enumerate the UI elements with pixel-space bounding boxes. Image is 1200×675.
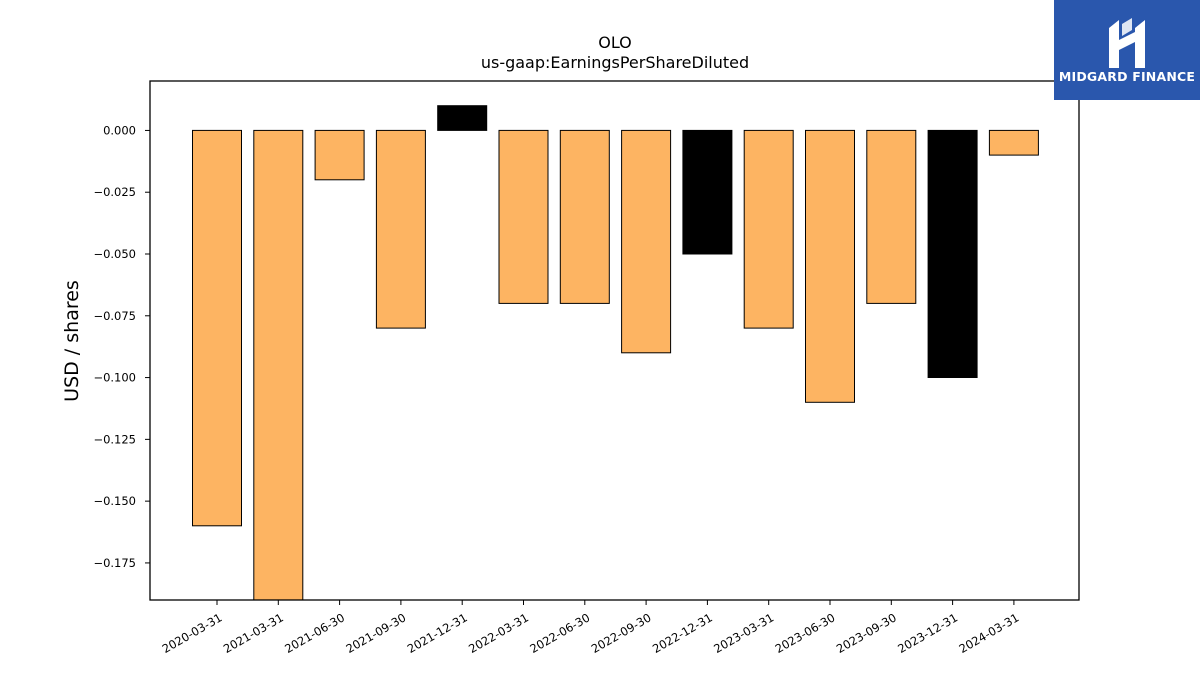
y-axis-label: USD / shares [61,280,83,402]
y-tick-label: −0.025 [93,185,136,199]
bar-2022-09-30 [621,129,672,354]
y-tick-label: −0.100 [93,371,136,385]
y-tick-label: −0.175 [93,556,136,570]
x-tick-label: 2024-03-31 [957,610,1022,656]
x-tick-label: 2020-03-31 [160,610,225,656]
x-tick-label: 2021-12-31 [405,610,470,656]
bar-2021-06-30 [314,129,365,181]
x-tick-label: 2022-09-30 [589,610,654,656]
bar-2022-12-31 [682,129,733,255]
x-tick-label: 2022-06-30 [527,610,592,656]
bars-group [192,105,1039,601]
bar-2023-03-31 [743,129,794,329]
x-tick-label: 2021-03-31 [221,610,286,656]
bar-2023-06-30 [805,129,855,403]
bar-2021-09-30 [375,129,426,329]
y-ticks-group: 0.000 −0.025 −0.050 −0.075 −0.100 −0.125 −0.15… [93,123,150,570]
y-tick-label: −0.050 [93,247,136,261]
chart-title: OLO [598,33,632,52]
y-tick-label: −0.075 [93,309,136,323]
bar-2021-12-31 [437,105,488,131]
y-tick-label: −0.150 [93,494,136,508]
x-tick-label: 2022-12-31 [650,610,715,656]
bar-2022-06-30 [559,129,610,304]
x-tick-label: 2023-12-31 [895,610,960,656]
y-tick-label: −0.125 [93,432,136,446]
bar-2020-03-31 [192,129,242,527]
x-tick-label: 2021-09-30 [344,610,409,656]
x-tick-label: 2023-09-30 [834,610,899,656]
logo-text: MIDGARD FINANCE [1058,69,1196,84]
y-tick-label: 0.000 [103,123,136,137]
x-tick-label: 2022-03-31 [466,610,531,656]
bar-2023-12-31 [927,129,978,378]
x-tick-label: 2021-06-30 [282,610,347,656]
x-tick-label: 2023-03-31 [711,610,776,656]
bar-2023-09-30 [866,129,917,304]
midgard-monogram-icon [1109,18,1145,68]
chart-subtitle: us-gaap:EarningsPerShareDiluted [481,53,749,72]
x-ticks-group: 2020-03-312021-03-312021-06-302021-09-30… [160,600,1022,656]
bar-2021-03-31 [253,129,304,601]
midgard-finance-logo: MIDGARD FINANCE [1054,0,1200,100]
x-tick-label: 2023-06-30 [773,610,838,656]
bar-2022-03-31 [498,129,549,304]
plot-frame [149,80,1080,601]
bar-2024-03-31 [988,129,1039,156]
